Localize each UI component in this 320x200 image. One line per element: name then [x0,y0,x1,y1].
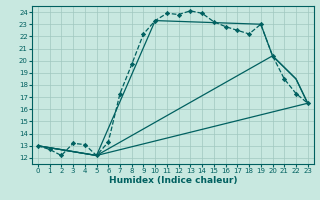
X-axis label: Humidex (Indice chaleur): Humidex (Indice chaleur) [108,176,237,185]
